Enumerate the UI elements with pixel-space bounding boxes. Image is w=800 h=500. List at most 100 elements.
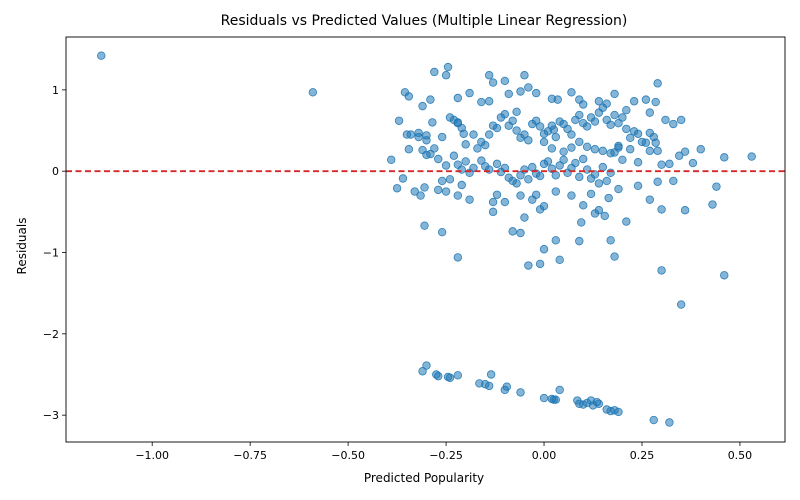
x-tick-label: 0.25 [630,449,655,462]
data-point [535,171,545,181]
data-point [430,67,439,77]
data-point [457,180,466,190]
data-point [708,200,717,209]
data-point [535,259,545,269]
data-point [633,158,643,167]
data-point [404,92,414,101]
data-point [600,211,609,221]
data-point [477,156,486,165]
data-point [459,129,468,138]
x-axis-label: Predicted Popularity [364,471,484,485]
data-point [618,155,627,164]
data-point [575,236,584,246]
data-point [549,125,559,134]
data-point [622,105,631,115]
data-point [441,71,451,80]
data-point [531,190,541,199]
data-point [555,161,564,170]
data-point [508,116,517,125]
data-point [531,88,541,98]
data-point [680,206,690,215]
data-point [428,118,437,127]
data-point [434,371,443,381]
y-axis-ticks: −3 −2 −1 0 1 [43,84,66,422]
data-point [508,227,517,236]
data-point [653,146,662,156]
data-point [387,155,396,164]
data-point [626,145,635,154]
data-point [641,138,651,147]
data-point [539,137,549,147]
data-point [392,184,402,193]
data-point [594,97,604,106]
data-point [420,183,429,192]
data-point [461,157,470,166]
data-point [420,221,429,230]
data-point [520,130,529,139]
data-point [477,97,486,107]
data-point [512,126,521,135]
data-point [669,119,678,129]
data-point [516,171,525,180]
data-point [614,407,623,417]
data-point [504,89,513,99]
data-point [657,160,666,169]
data-point [579,201,588,210]
data-point [586,189,596,199]
data-point [488,207,498,217]
data-point [539,201,549,211]
data-point [441,187,451,196]
data-point [720,153,729,162]
data-point [404,145,414,154]
x-tick-label: −0.25 [429,449,463,462]
data-point [553,95,562,104]
data-point [453,93,463,103]
x-axis-ticks: −1.00 −0.75 −0.50 −0.25 0.00 0.25 0.50 [135,442,752,462]
data-point [465,168,474,178]
data-point [551,395,560,404]
data-point [308,88,318,97]
data-point [577,218,586,227]
data-point [520,213,529,222]
data-point [457,165,466,174]
data-point [665,159,674,169]
data-point [445,175,455,184]
data-point [590,209,600,218]
data-point [610,110,619,120]
data-point [453,191,463,200]
data-point [547,144,557,153]
data-point [453,118,463,128]
x-tick-label: 0.00 [532,449,557,462]
data-point [575,172,584,182]
data-point [486,370,496,379]
data-point [437,176,447,186]
data-point [590,170,600,179]
points-layer [97,51,756,427]
data-point [582,165,592,174]
data-point [676,115,686,125]
data-point [484,97,494,106]
x-tick-label: −1.00 [135,449,169,462]
data-point [712,182,721,191]
data-point [492,190,502,199]
data-point [657,205,666,214]
data-point [590,117,600,126]
data-point [437,132,447,142]
data-point [606,236,615,245]
data-point [481,140,490,150]
data-point [649,415,658,425]
data-point [531,116,541,125]
data-point [543,157,553,166]
chart-title: Residuals vs Predicted Values (Multiple … [221,13,628,29]
data-point [551,132,560,142]
data-point [629,97,639,106]
data-point [633,129,643,138]
data-point [598,103,607,112]
data-point [606,168,615,178]
data-point [575,110,584,120]
data-point [434,185,443,195]
y-tick-label: 0 [52,165,59,178]
data-point [524,261,533,270]
data-point [567,191,576,200]
